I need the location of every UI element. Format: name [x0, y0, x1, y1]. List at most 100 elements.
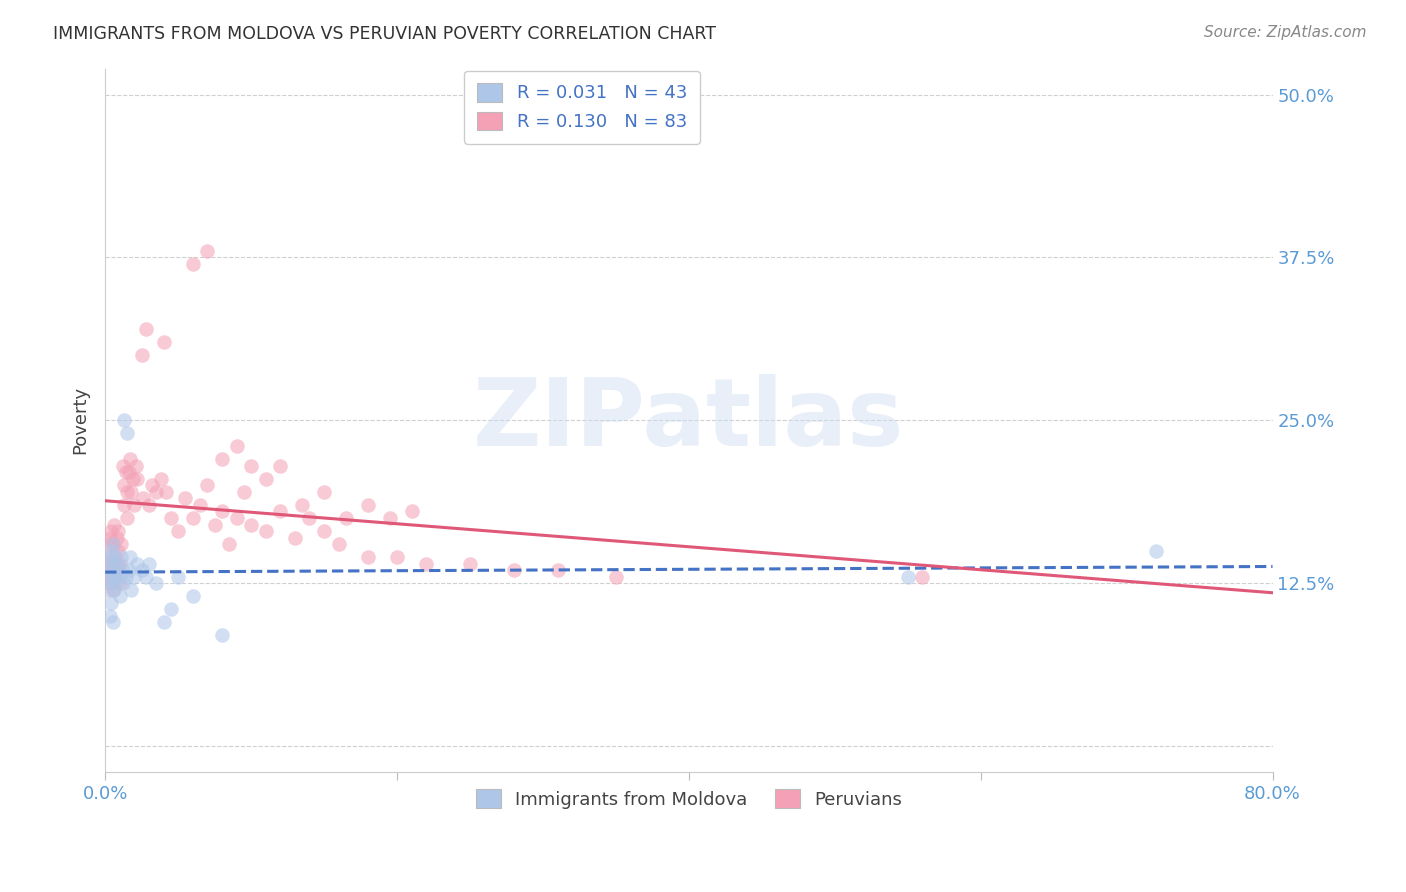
Point: [211, 452, 233, 467]
Point: [314, 524, 336, 538]
Point: [132, 491, 155, 506]
Point: [107, 557, 129, 571]
Point: [100, 596, 122, 610]
Point: [145, 576, 167, 591]
Point: [211, 504, 233, 518]
Text: Source: ZipAtlas.com: Source: ZipAtlas.com: [1204, 25, 1367, 40]
Point: [98, 608, 121, 623]
Point: [97, 557, 120, 571]
Point: [1144, 543, 1167, 558]
Point: [117, 466, 139, 480]
Point: [108, 576, 131, 591]
Point: [107, 524, 129, 538]
Point: [328, 537, 350, 551]
Point: [103, 557, 125, 571]
Point: [160, 602, 183, 616]
Point: [155, 485, 177, 500]
Point: [135, 569, 157, 583]
Point: [152, 615, 174, 630]
Point: [98, 576, 121, 591]
Point: [114, 466, 136, 480]
Point: [115, 485, 138, 500]
Point: [122, 472, 145, 486]
Point: [110, 550, 132, 565]
Point: [101, 569, 124, 583]
Point: [378, 511, 401, 525]
Point: [100, 543, 122, 558]
Point: [298, 511, 321, 525]
Point: [105, 557, 128, 571]
Point: [121, 582, 143, 597]
Point: [107, 543, 129, 558]
Text: ZIPatlas: ZIPatlas: [474, 375, 904, 467]
Point: [240, 458, 263, 473]
Point: [112, 478, 135, 492]
Point: [167, 569, 190, 583]
Point: [103, 582, 125, 597]
Y-axis label: Poverty: Poverty: [72, 386, 89, 454]
Point: [111, 576, 134, 591]
Point: [138, 557, 160, 571]
Point: [115, 511, 138, 525]
Point: [96, 569, 118, 583]
Point: [121, 485, 143, 500]
Point: [211, 628, 233, 642]
Point: [97, 569, 120, 583]
Point: [98, 531, 121, 545]
Point: [269, 504, 291, 518]
Point: [105, 576, 128, 591]
Point: [98, 550, 121, 565]
Point: [138, 498, 160, 512]
Point: [181, 589, 204, 603]
Point: [547, 563, 569, 577]
Point: [105, 531, 128, 545]
Point: [111, 458, 134, 473]
Point: [103, 517, 125, 532]
Point: [131, 348, 153, 362]
Point: [225, 439, 247, 453]
Point: [108, 557, 131, 571]
Point: [100, 563, 122, 577]
Point: [108, 569, 131, 583]
Point: [101, 537, 124, 551]
Point: [218, 537, 240, 551]
Point: [98, 550, 121, 565]
Point: [100, 524, 122, 538]
Point: [204, 517, 226, 532]
Point: [125, 458, 148, 473]
Point: [101, 557, 124, 571]
Point: [96, 557, 118, 571]
Point: [103, 569, 125, 583]
Point: [284, 531, 307, 545]
Text: IMMIGRANTS FROM MOLDOVA VS PERUVIAN POVERTY CORRELATION CHART: IMMIGRANTS FROM MOLDOVA VS PERUVIAN POVE…: [53, 25, 717, 43]
Point: [105, 563, 128, 577]
Point: [108, 589, 131, 603]
Point: [291, 498, 314, 512]
Point: [181, 511, 204, 525]
Point: [115, 426, 138, 441]
Point: [141, 478, 163, 492]
Point: [124, 569, 146, 583]
Point: [385, 550, 408, 565]
Point: [101, 537, 124, 551]
Point: [124, 498, 146, 512]
Point: [104, 569, 127, 583]
Legend: Immigrants from Moldova, Peruvians: Immigrants from Moldova, Peruvians: [468, 782, 910, 816]
Point: [401, 504, 423, 518]
Point: [111, 563, 134, 577]
Point: [149, 472, 172, 486]
Point: [145, 485, 167, 500]
Point: [269, 458, 291, 473]
Point: [117, 563, 139, 577]
Point: [104, 550, 127, 565]
Point: [897, 569, 920, 583]
Point: [97, 582, 120, 597]
Point: [195, 244, 218, 258]
Point: [135, 322, 157, 336]
Point: [104, 563, 127, 577]
Point: [911, 569, 934, 583]
Point: [188, 498, 211, 512]
Point: [98, 563, 121, 577]
Point: [335, 511, 357, 525]
Point: [314, 485, 336, 500]
